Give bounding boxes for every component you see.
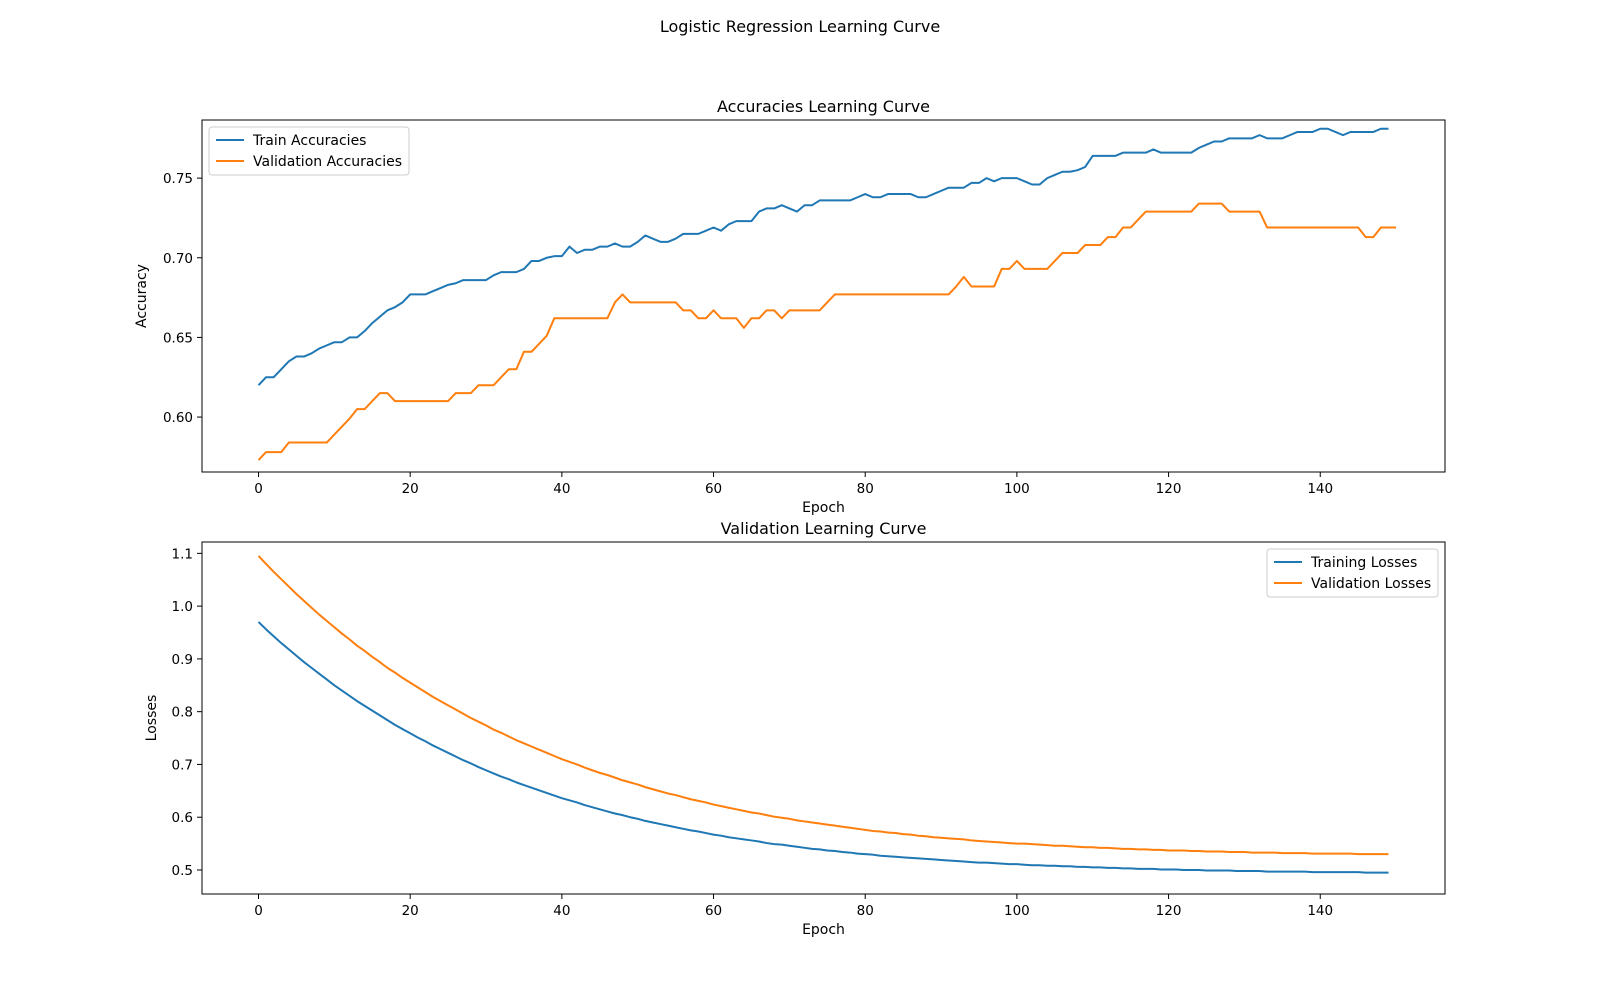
x-tick-label: 100 bbox=[1004, 481, 1030, 497]
legend: Train Accuracies Validation Accuracies bbox=[208, 126, 410, 176]
x-tick-label: 60 bbox=[705, 481, 722, 497]
y-axis-label: Losses bbox=[144, 695, 160, 742]
x-tick-label: 140 bbox=[1307, 481, 1333, 497]
x-axis-label: Epoch bbox=[802, 922, 845, 938]
figure-title: Logistic Regression Learning Curve bbox=[660, 17, 940, 36]
accuracies-plot: 0 20 40 60 80 100 120 140 0.60 0.65 0.70 0.75 Accura… bbox=[134, 97, 1446, 516]
y-tick-label: 1.0 bbox=[172, 599, 193, 615]
x-axis-label: Epoch bbox=[802, 500, 845, 516]
plot-frame bbox=[201, 119, 1446, 473]
legend-entry: Training Losses bbox=[1310, 555, 1417, 571]
y-tick-label: 0.70 bbox=[163, 251, 193, 267]
x-tick-label: 40 bbox=[553, 481, 570, 497]
y-tick-label: 0.5 bbox=[172, 863, 193, 879]
y-tick-label: 0.65 bbox=[163, 330, 193, 346]
y-tick-label: 0.8 bbox=[172, 705, 193, 721]
y-tick-label: 0.60 bbox=[163, 410, 193, 426]
plot-title: Accuracies Learning Curve bbox=[717, 97, 930, 116]
y-tick-label: 0.7 bbox=[172, 757, 193, 773]
legend-box bbox=[208, 126, 410, 176]
plot-frame bbox=[201, 541, 1446, 895]
legend-box bbox=[1266, 548, 1439, 598]
y-tick-label: 0.9 bbox=[172, 652, 193, 668]
series-line-validation-accuracies bbox=[257, 202, 1397, 461]
x-tick-label: 0 bbox=[254, 903, 263, 919]
x-tick-label: 80 bbox=[857, 481, 874, 497]
legend: Training Losses Validation Losses bbox=[1266, 548, 1439, 598]
losses-plot: 0 20 40 60 80 100 120 140 0.5 0.6 0.7 0.8 0.9 1.0 1.1 V… bbox=[144, 519, 1446, 938]
y-tick-label: 1.1 bbox=[172, 546, 193, 562]
x-tick-label: 140 bbox=[1307, 903, 1333, 919]
x-tick-label: 100 bbox=[1004, 903, 1030, 919]
x-tick-label: 0 bbox=[254, 481, 263, 497]
x-tick-label: 40 bbox=[553, 903, 570, 919]
y-tick-label: 0.6 bbox=[172, 810, 193, 826]
y-axis-label: Accuracy bbox=[134, 264, 150, 328]
series-line-validation-losses bbox=[257, 555, 1389, 856]
series-line-train-accuracies bbox=[257, 127, 1389, 386]
y-tick-label: 0.75 bbox=[163, 171, 193, 187]
legend-entry: Validation Losses bbox=[1311, 576, 1431, 592]
x-tick-label: 20 bbox=[402, 903, 419, 919]
x-tick-label: 80 bbox=[857, 903, 874, 919]
series-line-training-losses bbox=[257, 621, 1389, 874]
legend-entry: Validation Accuracies bbox=[253, 154, 402, 170]
x-tick-label: 60 bbox=[705, 903, 722, 919]
legend-entry: Train Accuracies bbox=[252, 133, 366, 149]
plot-title: Validation Learning Curve bbox=[721, 519, 927, 538]
x-tick-label: 120 bbox=[1156, 481, 1182, 497]
x-tick-label: 20 bbox=[402, 481, 419, 497]
x-tick-label: 120 bbox=[1156, 903, 1182, 919]
